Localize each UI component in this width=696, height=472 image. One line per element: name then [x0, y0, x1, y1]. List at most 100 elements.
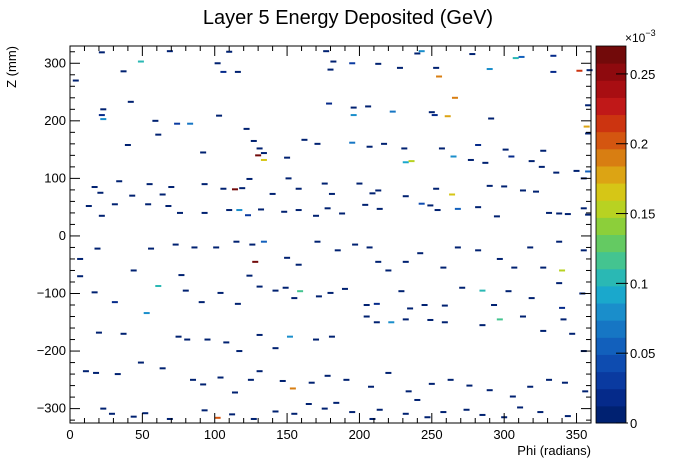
heatmap-cell: [433, 187, 440, 190]
heatmap-cell: [388, 321, 395, 324]
heatmap-cell: [365, 105, 372, 108]
heatmap-cell: [431, 114, 438, 117]
heatmap-cell: [231, 391, 238, 394]
heatmap-cell: [559, 269, 566, 272]
heatmap-cell: [258, 208, 265, 211]
color-bar-multiplier: ×10−3: [625, 28, 656, 45]
heatmap-cell: [585, 104, 592, 107]
heatmap-cell: [214, 416, 221, 419]
heatmap-cell: [301, 138, 308, 141]
heatmap-cell: [323, 50, 330, 53]
heatmap-cell: [166, 50, 173, 53]
x-tick-label: 300: [493, 427, 515, 442]
heatmap-cell: [427, 204, 434, 207]
heatmap-cell: [375, 260, 382, 263]
heatmap-cell: [402, 260, 409, 263]
heatmap-cell: [295, 263, 302, 266]
heatmap-cell: [166, 417, 173, 420]
color-bar-tick-label: 0.2: [630, 137, 648, 152]
heatmap-cell: [550, 54, 557, 57]
heatmap-cell: [100, 407, 107, 410]
heatmap-cell: [496, 318, 503, 321]
heatmap-cell: [402, 161, 409, 164]
heatmap-cell: [291, 297, 298, 300]
heatmap-cell: [463, 408, 470, 411]
heatmap-cell: [111, 203, 118, 206]
heatmap-cell: [414, 398, 421, 401]
heatmap-cell: [511, 266, 518, 269]
heatmap-cell: [433, 66, 440, 69]
heatmap-cell: [385, 269, 392, 272]
heatmap-cell: [130, 269, 137, 272]
heatmap-cell: [546, 378, 553, 381]
heatmap-cell: [466, 384, 473, 387]
heatmap-cell: [187, 122, 194, 125]
plot-frame: [69, 45, 592, 424]
heatmap-cell: [246, 274, 253, 277]
heatmap-cell: [369, 417, 376, 420]
heatmap-cell: [537, 411, 544, 414]
heatmap-cell: [502, 148, 509, 151]
heatmap-cell: [226, 50, 233, 53]
heatmap-cell: [454, 246, 461, 249]
heatmap-cell: [111, 301, 118, 304]
y-tick-label: 0: [59, 228, 66, 243]
heatmap-cell: [434, 209, 441, 212]
heatmap-cell: [421, 304, 428, 307]
heatmap-cell: [505, 290, 512, 293]
heatmap-cell: [447, 378, 454, 381]
y-tick-label: −200: [37, 343, 66, 358]
heatmap-cell: [77, 257, 84, 260]
heatmap-cell: [236, 350, 243, 353]
heatmap-cell: [243, 127, 250, 130]
heatmap-cell: [198, 301, 205, 304]
heatmap-cell: [250, 139, 257, 142]
heatmap-cell: [402, 412, 409, 415]
heatmap-cell: [450, 155, 457, 158]
heatmap-cell: [334, 249, 341, 252]
heatmap-cell: [417, 252, 424, 255]
heatmap-cell: [349, 141, 356, 144]
heatmap-cell: [586, 69, 593, 72]
heatmap-cell: [175, 335, 182, 338]
heatmap-cell: [375, 62, 382, 65]
heatmap-cell: [284, 256, 291, 259]
color-bar: 0 0.05 0.1 0.15 0.2 0.25: [595, 45, 655, 431]
heatmap-cell: [114, 373, 121, 376]
heatmap-cell: [556, 240, 563, 243]
color-bar-band: [596, 285, 626, 304]
heatmap-cell: [350, 106, 357, 109]
heatmap-cell: [585, 170, 592, 173]
heatmap-cell: [389, 110, 396, 113]
heatmap-cell: [491, 304, 498, 307]
color-bar-band: [596, 251, 626, 270]
color-bar-band: [596, 165, 626, 184]
heatmap-cell: [518, 55, 525, 58]
color-bar-band: [596, 131, 626, 150]
heatmap-cell: [427, 318, 434, 321]
heatmap-cell: [326, 102, 333, 105]
heatmap-cell: [97, 191, 104, 194]
heatmap-cell: [475, 206, 482, 209]
heatmap-cell: [159, 367, 166, 370]
heatmap-cell: [91, 186, 98, 189]
heatmap-cell: [239, 187, 246, 190]
heatmap-cell: [321, 407, 328, 410]
heatmap-cell: [216, 114, 223, 117]
heatmap-cell: [100, 108, 107, 111]
heatmap-cell: [315, 295, 322, 298]
heatmap-cell: [509, 395, 516, 398]
heatmap-cell: [467, 158, 474, 161]
heatmap-cell: [272, 289, 279, 292]
heatmap-cell: [418, 50, 425, 53]
heatmap-cell: [324, 374, 331, 377]
heatmap-cell: [444, 115, 451, 118]
heatmap-cell: [178, 274, 185, 277]
heatmap-cell: [343, 378, 350, 381]
heatmap-cell: [137, 361, 144, 364]
heatmap-cell: [184, 338, 191, 341]
heatmap-cell: [512, 57, 519, 60]
heatmap-cell: [297, 290, 304, 293]
heatmap-cell: [396, 66, 403, 69]
heatmap-cell: [519, 315, 526, 318]
